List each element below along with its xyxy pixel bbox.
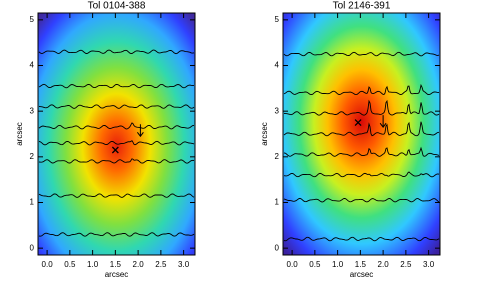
spectrum	[38, 158, 195, 164]
spectrum	[283, 171, 440, 178]
spectrum	[38, 232, 195, 237]
y-tick-label: 0	[30, 243, 35, 252]
x-tick-label: 0.5	[309, 260, 321, 269]
heatmap-image	[38, 13, 195, 255]
x-tick-label: 1.0	[87, 260, 99, 269]
y-tick-label: 4	[30, 61, 35, 70]
plot-frame	[282, 12, 441, 256]
spectrum	[38, 122, 195, 130]
spectrum	[283, 51, 440, 57]
x-axis-label: arcsec	[105, 270, 129, 279]
x-tick-label: 0.0	[287, 260, 299, 269]
spectrum	[38, 193, 195, 198]
x-tick-label: 3.0	[423, 260, 435, 269]
x-tick-label: 1.5	[110, 260, 122, 269]
x-tick-label: 2.0	[378, 260, 390, 269]
y-tick-label: 4	[275, 61, 280, 70]
spectrum	[283, 197, 440, 203]
arrow	[379, 115, 387, 128]
x-tick-label: 0.0	[42, 260, 54, 269]
y-tick-label: 5	[30, 15, 35, 24]
y-tick-label: 3	[30, 106, 35, 115]
spectrum	[283, 83, 439, 96]
spectrum	[283, 121, 440, 137]
spectrum	[283, 146, 440, 157]
y-tick-label: 1	[275, 198, 280, 207]
y-axis-label: arcsec	[260, 122, 269, 146]
y-tick-label: 2	[275, 152, 280, 161]
y-tick-label: 5	[275, 15, 280, 24]
x-tick-label: 2.5	[155, 260, 167, 269]
x-tick-label: 2.0	[133, 260, 145, 269]
spectrum	[38, 104, 195, 109]
x-tick-label: 1.0	[332, 260, 344, 269]
y-tick-label: 3	[275, 106, 280, 115]
chart-title: Tol 2146-391	[333, 1, 391, 12]
plot-frame	[37, 12, 196, 256]
y-axis-label: arcsec	[15, 122, 24, 146]
chart-title: Tol 0104-388	[88, 1, 146, 12]
y-tick-label: 1	[30, 198, 35, 207]
arrow	[136, 124, 144, 138]
x-tick-label: 1.5	[355, 260, 367, 269]
x-tick-label: 0.5	[64, 260, 76, 269]
spectrum	[283, 236, 440, 242]
spectrum	[38, 83, 194, 89]
peak-marker	[111, 146, 119, 154]
x-tick-label: 3.0	[178, 260, 190, 269]
spectrum	[283, 99, 440, 116]
peak-marker	[354, 119, 362, 127]
spectrum	[38, 140, 195, 146]
spectrum	[38, 49, 195, 55]
x-axis-label: arcsec	[350, 270, 374, 279]
y-tick-label: 2	[30, 152, 35, 161]
x-tick-label: 2.5	[400, 260, 412, 269]
y-tick-label: 0	[275, 243, 280, 252]
